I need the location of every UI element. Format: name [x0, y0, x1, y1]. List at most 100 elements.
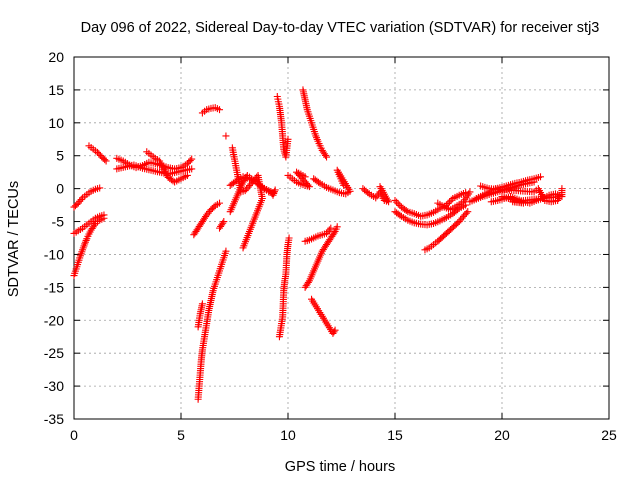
data-point	[231, 178, 239, 186]
data-point	[271, 186, 279, 194]
data-point	[323, 229, 331, 237]
data-point	[222, 247, 230, 255]
series-arc-19	[301, 224, 339, 337]
data-point	[76, 197, 84, 205]
y-axis-ticks: -35 -30 -25 -20 -15 -10 -5 0 5 10 15 20	[44, 49, 609, 427]
data-point	[323, 153, 331, 161]
data-point	[96, 184, 104, 192]
data-point	[188, 155, 196, 163]
data-point	[269, 191, 277, 199]
data-point	[301, 173, 309, 181]
y-tick-label: 5	[56, 148, 64, 164]
series-arc-21	[359, 183, 393, 206]
data-point	[239, 244, 247, 252]
data-point	[102, 157, 110, 165]
data-point	[313, 135, 321, 143]
data-point	[74, 199, 82, 207]
data-point	[462, 209, 470, 217]
data-point	[394, 200, 402, 208]
series-arc-8	[194, 247, 230, 403]
data-point	[340, 181, 348, 189]
series-arc-10	[190, 199, 224, 239]
data-point	[77, 196, 85, 204]
data-point	[464, 208, 472, 216]
y-tick-label: -25	[44, 345, 64, 361]
data-point	[330, 328, 338, 336]
y-tick-label: -20	[44, 312, 64, 328]
data-point	[537, 173, 545, 181]
chart-title: Day 096 of 2022, Sidereal Day-to-day VTE…	[81, 20, 600, 36]
data-point	[204, 209, 212, 217]
x-tick-label: 15	[387, 427, 403, 443]
data-point	[402, 207, 410, 215]
series-arc-13	[226, 144, 277, 252]
data-point	[222, 132, 230, 140]
series-arc-29	[477, 182, 564, 207]
data-point	[270, 188, 278, 196]
series-arc-2	[70, 214, 108, 280]
series-arc-4	[85, 142, 110, 165]
data-point	[325, 226, 333, 234]
data-point	[81, 240, 89, 248]
x-tick-label: 25	[601, 427, 617, 443]
data-point	[446, 198, 454, 206]
series-arc-3	[70, 211, 108, 237]
data-point	[219, 219, 227, 227]
data-point	[393, 198, 401, 206]
data-point	[312, 132, 320, 140]
data-point	[391, 196, 399, 204]
series-arc-20	[310, 166, 354, 198]
data-point	[285, 234, 293, 242]
data-point	[100, 211, 108, 219]
data-point	[203, 211, 211, 219]
data-point	[330, 229, 338, 237]
series-arc-24	[421, 208, 472, 254]
data-point	[188, 165, 196, 173]
data-point	[321, 151, 329, 159]
data-point	[498, 193, 506, 201]
data-point	[183, 171, 191, 179]
y-tick-label: 10	[48, 115, 64, 131]
data-point	[82, 236, 90, 244]
series-arc-16	[284, 168, 313, 191]
x-tick-label: 0	[70, 427, 78, 443]
data-points	[70, 86, 566, 403]
data-point	[313, 134, 321, 142]
data-point	[90, 221, 98, 229]
data-point	[186, 157, 194, 165]
data-point	[327, 224, 335, 232]
data-point	[216, 199, 224, 207]
series-arc-9	[194, 300, 206, 331]
y-tick-label: 20	[48, 49, 64, 65]
x-tick-label: 5	[177, 427, 185, 443]
y-tick-label: 15	[48, 82, 64, 98]
grid-lines	[74, 57, 609, 419]
plot-frame	[73, 56, 610, 420]
series-arc-14	[267, 92, 292, 199]
data-point	[198, 300, 206, 308]
data-point	[396, 211, 404, 219]
y-tick-label: -5	[52, 214, 65, 230]
y-tick-label: -30	[44, 378, 64, 394]
series-arc-15	[275, 234, 293, 341]
y-tick-label: -10	[44, 246, 64, 262]
series-arc-5	[113, 154, 196, 173]
data-point	[220, 218, 228, 226]
data-point	[284, 135, 292, 143]
data-point	[466, 188, 474, 196]
y-tick-label: -35	[44, 411, 64, 427]
data-point	[81, 238, 89, 246]
series-arc-7	[143, 148, 191, 186]
x-tick-label: 10	[280, 427, 296, 443]
data-point	[457, 216, 465, 224]
data-point	[364, 189, 372, 197]
data-point	[210, 203, 218, 211]
y-tick-label: 0	[56, 181, 64, 197]
data-point	[331, 326, 339, 334]
data-point	[558, 185, 566, 193]
data-point	[376, 183, 384, 191]
data-point	[324, 228, 332, 236]
data-point	[216, 106, 224, 114]
series-arc-11	[198, 104, 224, 117]
data-point	[333, 223, 341, 231]
